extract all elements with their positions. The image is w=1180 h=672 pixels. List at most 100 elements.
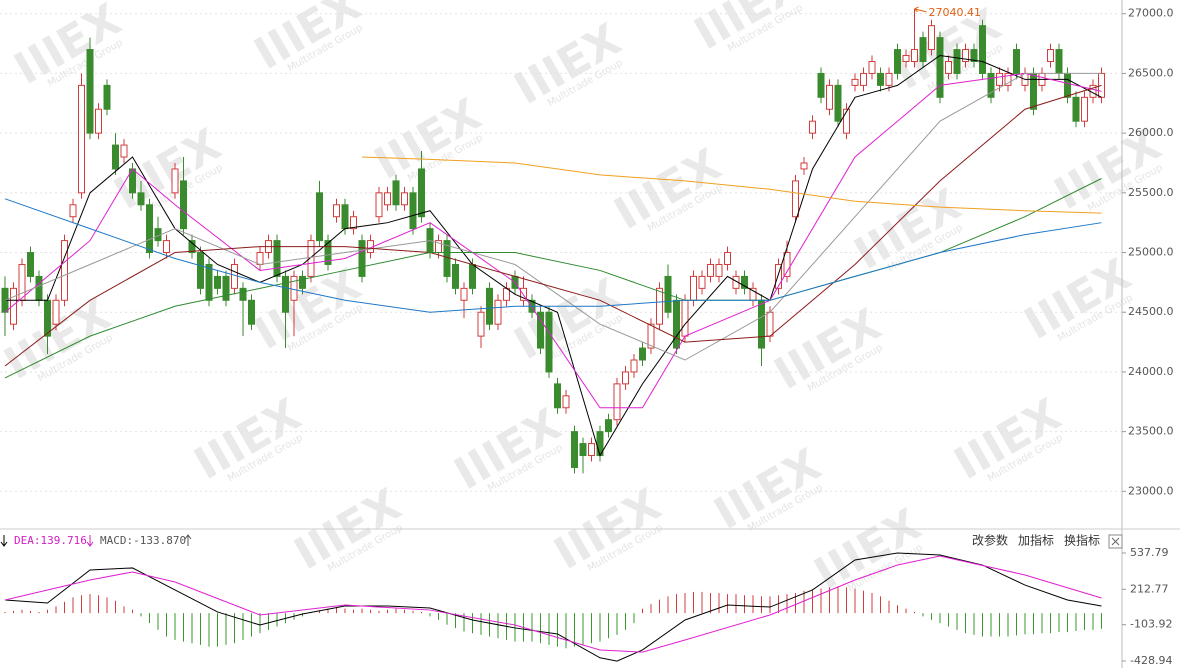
indicator-label: DEA:139.716 bbox=[14, 534, 87, 547]
candle-body bbox=[766, 311, 774, 337]
y-tick-label: 27000.0 bbox=[1128, 7, 1174, 20]
close-icon bbox=[1111, 537, 1120, 546]
y-tick-label: 25000.0 bbox=[1128, 246, 1174, 259]
candle-body bbox=[724, 252, 731, 265]
candle-body bbox=[341, 204, 349, 230]
candle-body bbox=[792, 180, 799, 218]
candle-body bbox=[180, 180, 187, 230]
candle-body bbox=[494, 299, 502, 325]
candle-body bbox=[545, 311, 553, 373]
candle-body bbox=[146, 204, 153, 254]
candle-body bbox=[112, 144, 119, 170]
candle-body bbox=[613, 383, 621, 421]
y-tick-label: 23000.0 bbox=[1128, 484, 1174, 497]
candle-body bbox=[248, 299, 255, 325]
candle-body bbox=[588, 443, 595, 457]
candle-body bbox=[205, 263, 213, 301]
candle-body bbox=[911, 49, 918, 62]
candle-body bbox=[86, 49, 94, 134]
candle-body bbox=[197, 252, 204, 289]
candle-body bbox=[741, 275, 748, 289]
candle-body bbox=[1064, 72, 1071, 98]
y-tick-label: 25500.0 bbox=[1128, 186, 1174, 199]
candle-body bbox=[282, 275, 289, 313]
y-tick-label: -428.94 bbox=[1130, 654, 1172, 667]
candle-body bbox=[231, 263, 238, 289]
candle-body bbox=[460, 287, 468, 301]
candle-body bbox=[61, 240, 68, 301]
candle-body bbox=[469, 263, 476, 289]
candle-body bbox=[605, 419, 612, 433]
candle-body bbox=[656, 287, 663, 325]
candle-body bbox=[775, 263, 782, 289]
watermark-logo: IIIEX bbox=[246, 0, 370, 80]
candle-body bbox=[894, 49, 901, 74]
candle-body bbox=[222, 275, 230, 301]
candle-body bbox=[392, 180, 400, 206]
candle-body bbox=[817, 72, 825, 98]
candle-body bbox=[571, 431, 578, 468]
candle-body bbox=[953, 49, 961, 74]
candle-body bbox=[800, 162, 808, 170]
candle-body bbox=[273, 240, 281, 277]
candle-body bbox=[188, 240, 196, 254]
candle-body bbox=[452, 263, 459, 289]
candle-body bbox=[35, 275, 43, 301]
candle-body bbox=[579, 443, 587, 457]
candle-body bbox=[1055, 49, 1063, 74]
y-tick-label: -103.92 bbox=[1130, 618, 1172, 631]
candle-body bbox=[1081, 96, 1088, 122]
candle-body bbox=[384, 192, 391, 206]
candle-body bbox=[333, 204, 340, 218]
candle-body bbox=[1047, 49, 1054, 62]
arrow-icon bbox=[86, 535, 94, 547]
moving-average-line bbox=[4, 72, 1102, 409]
indicator-button[interactable]: 换指标 bbox=[1064, 533, 1100, 548]
candle-body bbox=[809, 120, 816, 134]
candle-body bbox=[979, 25, 986, 74]
candle-body bbox=[350, 216, 357, 230]
candle-body bbox=[95, 108, 102, 134]
candle-body bbox=[868, 60, 876, 74]
candle-body bbox=[401, 192, 408, 206]
candle-body bbox=[987, 72, 995, 98]
candle-body bbox=[163, 240, 170, 254]
candle-body bbox=[409, 192, 417, 230]
annotation-label: 27040.41 bbox=[929, 6, 982, 19]
candle-body bbox=[639, 347, 646, 361]
macd-line bbox=[4, 555, 1102, 653]
candle-body bbox=[1004, 72, 1012, 86]
candle-body bbox=[486, 287, 493, 325]
candle-body bbox=[945, 60, 952, 74]
moving-average-line bbox=[4, 198, 1102, 313]
candle-body bbox=[52, 299, 60, 325]
candle-body bbox=[171, 168, 179, 194]
indicator-button[interactable]: 加指标 bbox=[1018, 533, 1054, 548]
candle-body bbox=[1013, 49, 1020, 74]
candle-body bbox=[307, 240, 315, 277]
annotation-arrow bbox=[914, 6, 927, 13]
candle-body bbox=[477, 311, 485, 337]
y-tick-label: 26000.0 bbox=[1128, 126, 1174, 139]
candle-body bbox=[256, 252, 264, 265]
candle-body bbox=[299, 275, 306, 289]
candle-body bbox=[537, 311, 544, 349]
indicator-button[interactable]: 改参数 bbox=[972, 533, 1008, 548]
candle-body bbox=[834, 84, 842, 122]
candle-body bbox=[860, 72, 867, 86]
candle-body bbox=[375, 192, 383, 218]
moving-average-line bbox=[4, 84, 1102, 367]
y-tick-label: 212.77 bbox=[1130, 582, 1169, 595]
